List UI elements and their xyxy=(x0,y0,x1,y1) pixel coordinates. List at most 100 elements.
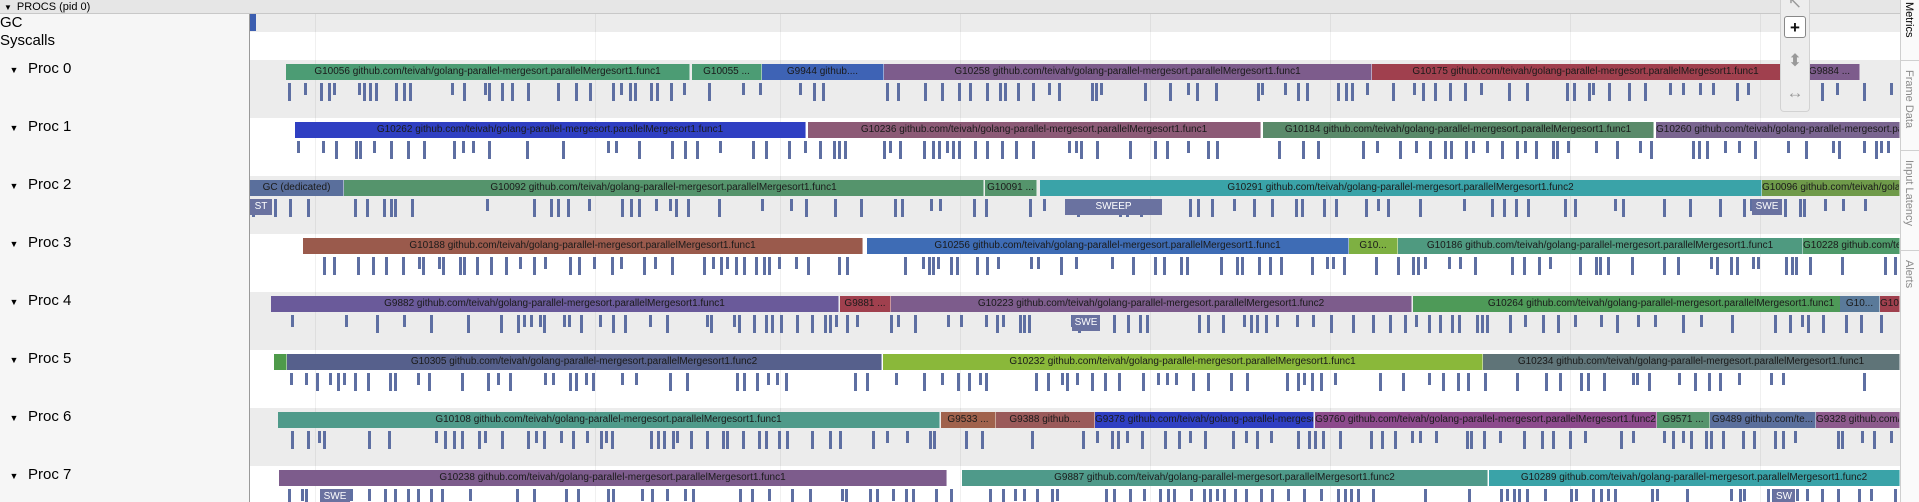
event-tick[interactable] xyxy=(1389,315,1392,333)
event-tick[interactable] xyxy=(1651,489,1654,502)
goroutine-slice[interactable]: G9328 github.com/teivah/gol... xyxy=(1816,412,1900,428)
event-tick[interactable] xyxy=(1620,431,1623,449)
event-tick[interactable] xyxy=(323,431,326,449)
event-tick[interactable] xyxy=(804,141,807,153)
event-tick[interactable] xyxy=(795,257,798,269)
goroutine-slice[interactable]: G9533 ... xyxy=(941,412,996,428)
event-tick[interactable] xyxy=(1190,489,1193,501)
event-tick[interactable] xyxy=(527,83,530,101)
event-tick[interactable] xyxy=(462,141,465,153)
event-tick[interactable] xyxy=(1832,141,1835,153)
goroutine-slice[interactable]: G10291 github.com/teivah/golang-parallel… xyxy=(1040,180,1762,196)
event-tick[interactable] xyxy=(600,431,603,449)
event-tick[interactable] xyxy=(1343,257,1346,275)
event-tick[interactable] xyxy=(703,257,706,275)
event-tick[interactable] xyxy=(357,257,360,275)
event-tick[interactable] xyxy=(505,257,508,275)
event-tick[interactable] xyxy=(683,83,686,95)
event-tick[interactable] xyxy=(1377,199,1380,211)
event-tick[interactable] xyxy=(1250,315,1253,333)
event-tick[interactable] xyxy=(710,315,713,333)
event-tick[interactable] xyxy=(956,257,959,275)
event-tick[interactable] xyxy=(1019,315,1022,333)
event-tick[interactable] xyxy=(1699,83,1702,95)
event-tick[interactable] xyxy=(488,141,491,159)
event-tick[interactable] xyxy=(654,257,657,269)
event-tick[interactable] xyxy=(1499,431,1502,443)
event-tick[interactable] xyxy=(941,373,944,385)
event-tick[interactable] xyxy=(952,141,955,159)
event-tick[interactable] xyxy=(592,373,595,391)
event-tick[interactable] xyxy=(1600,315,1603,327)
event-tick[interactable] xyxy=(1154,257,1157,275)
event-tick[interactable] xyxy=(1320,373,1323,391)
event-tick[interactable] xyxy=(1036,489,1039,502)
event-tick[interactable] xyxy=(568,315,571,327)
event-tick[interactable] xyxy=(1631,257,1634,275)
event-tick[interactable] xyxy=(986,257,989,275)
event-tick[interactable] xyxy=(1595,141,1598,153)
event-tick[interactable] xyxy=(829,315,832,333)
goroutine-slice[interactable]: G10... xyxy=(1880,296,1900,312)
event-tick[interactable] xyxy=(719,141,722,153)
event-tick[interactable] xyxy=(684,489,687,501)
event-tick[interactable] xyxy=(894,199,897,217)
event-tick[interactable] xyxy=(1211,199,1214,217)
event-tick[interactable] xyxy=(1203,489,1206,502)
event-tick[interactable] xyxy=(1434,83,1437,101)
event-tick[interactable] xyxy=(484,431,487,443)
event-tick[interactable] xyxy=(620,83,623,95)
event-tick[interactable] xyxy=(1719,199,1722,217)
event-tick[interactable] xyxy=(844,141,847,159)
event-tick[interactable] xyxy=(1523,257,1526,275)
event-tick[interactable] xyxy=(1365,199,1368,217)
event-tick[interactable] xyxy=(523,315,526,327)
event-tick[interactable] xyxy=(1580,373,1583,391)
event-tick[interactable] xyxy=(1028,315,1031,333)
expand-triangle-icon[interactable]: ▼ xyxy=(9,239,19,249)
event-tick[interactable] xyxy=(395,83,398,101)
event-tick[interactable] xyxy=(1415,315,1418,327)
gc-event-marker[interactable] xyxy=(250,14,256,31)
event-tick[interactable] xyxy=(742,83,745,95)
event-tick[interactable] xyxy=(1608,83,1611,101)
event-tick[interactable] xyxy=(1308,431,1311,449)
event-tick[interactable] xyxy=(752,141,755,159)
event-tick[interactable] xyxy=(1637,315,1640,327)
event-tick[interactable] xyxy=(1056,489,1059,501)
event-tick[interactable] xyxy=(726,257,729,269)
event-tick[interactable] xyxy=(1351,83,1354,101)
event-tick[interactable] xyxy=(1887,141,1890,153)
event-tick[interactable] xyxy=(1326,257,1329,269)
event-tick[interactable] xyxy=(575,83,578,101)
event-tick[interactable] xyxy=(1880,315,1883,333)
event-tick[interactable] xyxy=(1873,431,1876,449)
event-tick[interactable] xyxy=(743,373,746,391)
event-tick[interactable] xyxy=(1111,257,1114,269)
event-tick[interactable] xyxy=(1464,83,1467,101)
goroutine-slice[interactable]: GC (dedicated) xyxy=(250,180,344,196)
event-tick[interactable] xyxy=(969,83,972,101)
event-tick[interactable] xyxy=(1632,373,1635,385)
event-tick[interactable] xyxy=(1738,373,1741,385)
event-tick[interactable] xyxy=(1256,431,1259,449)
event-tick[interactable] xyxy=(461,373,464,391)
event-tick[interactable] xyxy=(1535,141,1538,159)
event-tick[interactable] xyxy=(1511,257,1514,275)
event-tick[interactable] xyxy=(422,257,425,275)
event-tick[interactable] xyxy=(589,83,592,101)
event-tick[interactable] xyxy=(453,141,456,159)
event-tick[interactable] xyxy=(1334,373,1337,385)
event-tick[interactable] xyxy=(1459,257,1462,269)
goroutine-slice[interactable]: G9882 github.com/teivah/golang-parallel-… xyxy=(271,296,839,312)
event-tick[interactable] xyxy=(866,373,869,391)
event-tick[interactable] xyxy=(307,199,310,217)
event-tick[interactable] xyxy=(318,431,321,443)
event-tick[interactable] xyxy=(846,315,849,333)
event-tick[interactable] xyxy=(895,373,898,385)
event-tick[interactable] xyxy=(1491,199,1494,217)
event-tick[interactable] xyxy=(1246,373,1249,391)
event-tick[interactable] xyxy=(1256,315,1259,333)
event-tick[interactable] xyxy=(1032,83,1035,101)
event-tick[interactable] xyxy=(758,431,761,449)
